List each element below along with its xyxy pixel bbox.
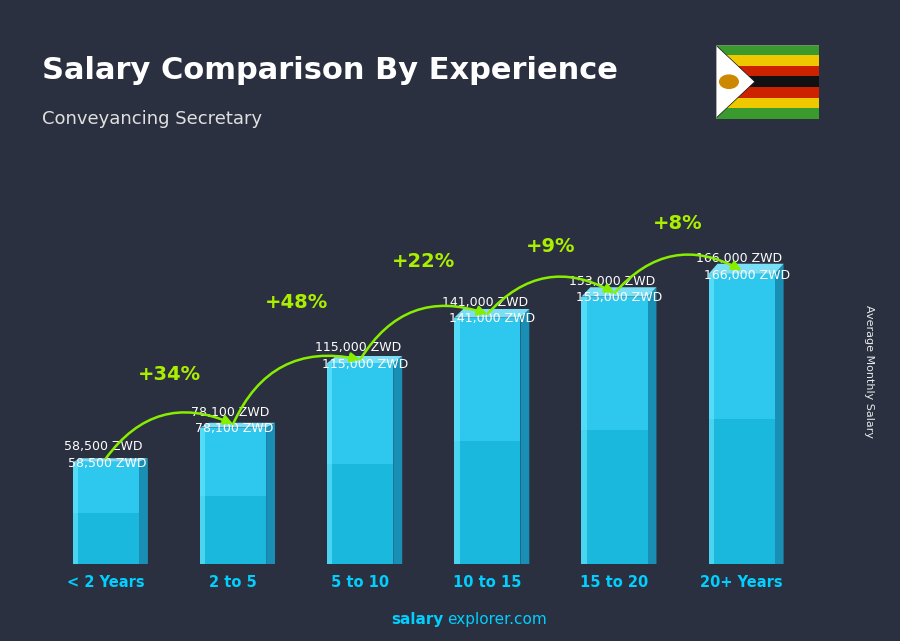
- Text: +8%: +8%: [653, 214, 703, 233]
- Text: Salary Comparison By Experience: Salary Comparison By Experience: [42, 56, 618, 85]
- Text: 78,100 ZWD: 78,100 ZWD: [195, 422, 274, 435]
- Text: 141,000 ZWD: 141,000 ZWD: [442, 296, 528, 309]
- Polygon shape: [581, 287, 656, 297]
- Polygon shape: [581, 297, 587, 564]
- Text: 115,000 ZWD: 115,000 ZWD: [322, 358, 409, 371]
- Polygon shape: [328, 356, 402, 363]
- Text: 78,100 ZWD: 78,100 ZWD: [192, 406, 270, 419]
- Polygon shape: [648, 287, 656, 564]
- Polygon shape: [200, 496, 266, 564]
- Polygon shape: [73, 462, 78, 564]
- Polygon shape: [454, 317, 520, 441]
- Polygon shape: [73, 458, 148, 462]
- Polygon shape: [328, 463, 393, 564]
- Polygon shape: [73, 513, 139, 564]
- Polygon shape: [581, 430, 648, 564]
- Text: Average Monthly Salary: Average Monthly Salary: [863, 305, 874, 438]
- Bar: [716, 76, 819, 87]
- Polygon shape: [200, 423, 275, 428]
- Text: +9%: +9%: [526, 237, 576, 256]
- Polygon shape: [328, 363, 393, 463]
- Polygon shape: [73, 462, 139, 513]
- Text: Conveyancing Secretary: Conveyancing Secretary: [42, 110, 263, 128]
- Text: +48%: +48%: [265, 293, 328, 312]
- Polygon shape: [200, 428, 266, 496]
- Polygon shape: [139, 458, 148, 564]
- Polygon shape: [328, 363, 332, 564]
- Polygon shape: [708, 263, 784, 274]
- Text: +22%: +22%: [392, 253, 455, 271]
- Polygon shape: [581, 297, 648, 430]
- Circle shape: [720, 75, 738, 88]
- Polygon shape: [708, 274, 714, 564]
- Polygon shape: [454, 309, 529, 317]
- Bar: [716, 97, 819, 108]
- Polygon shape: [266, 423, 275, 564]
- Polygon shape: [708, 419, 775, 564]
- Text: 58,500 ZWD: 58,500 ZWD: [68, 456, 147, 470]
- Text: 153,000 ZWD: 153,000 ZWD: [569, 275, 655, 288]
- Polygon shape: [393, 356, 402, 564]
- Polygon shape: [716, 45, 755, 119]
- Text: 58,500 ZWD: 58,500 ZWD: [64, 440, 142, 453]
- Bar: [716, 66, 819, 76]
- Bar: [716, 87, 819, 97]
- Text: 166,000 ZWD: 166,000 ZWD: [704, 269, 789, 282]
- Bar: [716, 55, 819, 66]
- Bar: [716, 45, 819, 55]
- Text: explorer.com: explorer.com: [447, 612, 547, 627]
- Text: +34%: +34%: [138, 365, 201, 384]
- Text: 115,000 ZWD: 115,000 ZWD: [314, 341, 400, 354]
- Polygon shape: [708, 274, 775, 419]
- Bar: [716, 108, 819, 119]
- Text: 153,000 ZWD: 153,000 ZWD: [576, 292, 662, 304]
- Text: 141,000 ZWD: 141,000 ZWD: [449, 312, 536, 326]
- Polygon shape: [775, 263, 784, 564]
- Polygon shape: [454, 317, 460, 564]
- Text: 166,000 ZWD: 166,000 ZWD: [696, 252, 782, 265]
- Polygon shape: [200, 428, 205, 564]
- Polygon shape: [454, 441, 520, 564]
- Polygon shape: [520, 309, 529, 564]
- Text: salary: salary: [392, 612, 444, 627]
